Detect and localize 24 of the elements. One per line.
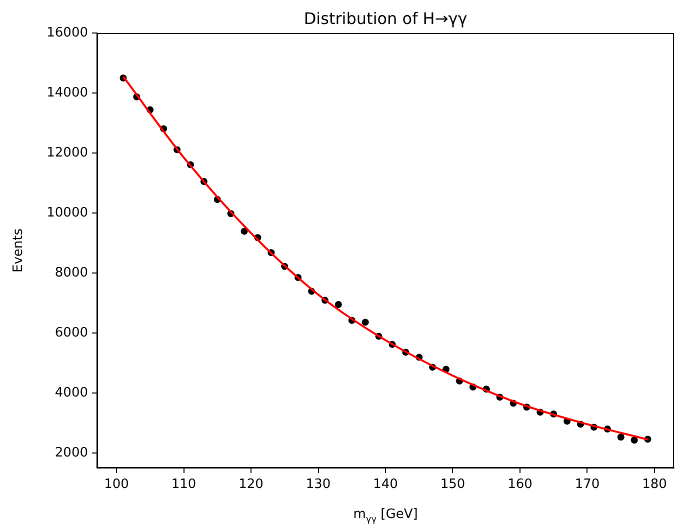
y-tick-label: 8000 <box>54 265 88 280</box>
point <box>362 318 369 326</box>
point <box>334 301 342 308</box>
point <box>617 434 624 441</box>
x-tick-label: 170 <box>574 477 600 492</box>
chart-title: Distribution of H→γγ <box>304 9 468 28</box>
y-axis-title: Events <box>11 228 26 273</box>
point <box>630 436 638 444</box>
point <box>240 228 248 235</box>
y-tick-label: 10000 <box>46 205 88 220</box>
x-tick-label: 160 <box>508 477 532 492</box>
y-tick-label: 16000 <box>46 25 88 40</box>
x-tick-label: 120 <box>238 477 264 492</box>
x-tick-label: 100 <box>104 477 129 492</box>
x-tick-label: 150 <box>440 477 466 492</box>
x-tick-label: 180 <box>642 477 667 492</box>
y-tick-label: 14000 <box>46 85 88 100</box>
x-tick-label: 140 <box>373 477 398 492</box>
x-tick-label: 130 <box>306 477 331 492</box>
y-tick-label: 2000 <box>54 445 88 460</box>
x-tick-label: 110 <box>171 477 196 492</box>
y-tick-label: 4000 <box>54 385 88 400</box>
y-tick-label: 6000 <box>54 325 88 340</box>
y-tick-label: 12000 <box>46 145 88 160</box>
